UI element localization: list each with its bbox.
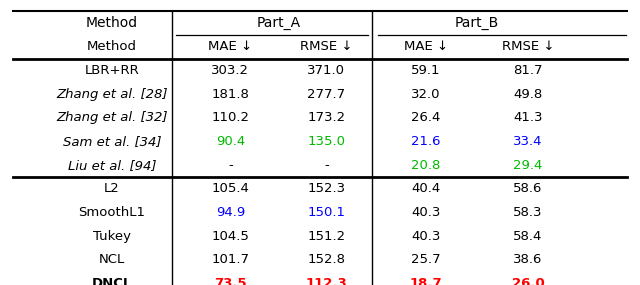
- Text: 303.2: 303.2: [211, 64, 250, 77]
- Text: 26.0: 26.0: [511, 277, 545, 285]
- Text: 29.4: 29.4: [513, 159, 543, 172]
- Text: NCL: NCL: [99, 253, 125, 266]
- Text: 49.8: 49.8: [513, 88, 543, 101]
- Text: Part_B: Part_B: [454, 16, 499, 30]
- Text: 38.6: 38.6: [513, 253, 543, 266]
- Text: Zhang et al. [32]: Zhang et al. [32]: [56, 111, 168, 124]
- Text: Zhang et al. [28]: Zhang et al. [28]: [56, 88, 168, 101]
- Text: -: -: [324, 159, 329, 172]
- Text: 73.5: 73.5: [214, 277, 246, 285]
- Text: Tukey: Tukey: [93, 230, 131, 243]
- Text: 40.3: 40.3: [411, 206, 440, 219]
- Text: 181.8: 181.8: [211, 88, 250, 101]
- Text: Sam et al. [34]: Sam et al. [34]: [63, 135, 161, 148]
- Text: 58.4: 58.4: [513, 230, 543, 243]
- Text: 104.5: 104.5: [211, 230, 250, 243]
- Text: 41.3: 41.3: [513, 111, 543, 124]
- Text: 40.3: 40.3: [411, 230, 440, 243]
- Text: 58.3: 58.3: [513, 206, 543, 219]
- Text: 33.4: 33.4: [513, 135, 543, 148]
- Text: 58.6: 58.6: [513, 182, 543, 195]
- Text: Method: Method: [86, 16, 138, 30]
- Text: 25.7: 25.7: [411, 253, 440, 266]
- Text: 152.8: 152.8: [307, 253, 346, 266]
- Text: 32.0: 32.0: [411, 88, 440, 101]
- Text: 21.6: 21.6: [411, 135, 440, 148]
- Text: 105.4: 105.4: [211, 182, 250, 195]
- Text: 150.1: 150.1: [307, 206, 346, 219]
- Text: 173.2: 173.2: [307, 111, 346, 124]
- Text: 18.7: 18.7: [410, 277, 442, 285]
- Text: 152.3: 152.3: [307, 182, 346, 195]
- Text: 20.8: 20.8: [411, 159, 440, 172]
- Text: DNCL: DNCL: [92, 277, 132, 285]
- Text: 26.4: 26.4: [411, 111, 440, 124]
- Text: Part_A: Part_A: [257, 16, 300, 30]
- Text: 40.4: 40.4: [411, 182, 440, 195]
- Text: RMSE ↓: RMSE ↓: [502, 40, 554, 53]
- Text: MAE ↓: MAE ↓: [209, 40, 252, 53]
- Text: 90.4: 90.4: [216, 135, 245, 148]
- Text: -: -: [228, 159, 233, 172]
- Text: Liu et al. [94]: Liu et al. [94]: [68, 159, 156, 172]
- Text: SmoothL1: SmoothL1: [79, 206, 145, 219]
- Text: 101.7: 101.7: [211, 253, 250, 266]
- Text: 81.7: 81.7: [513, 64, 543, 77]
- Text: 112.3: 112.3: [305, 277, 348, 285]
- Text: 110.2: 110.2: [211, 111, 250, 124]
- Text: RMSE ↓: RMSE ↓: [300, 40, 353, 53]
- Text: 151.2: 151.2: [307, 230, 346, 243]
- Text: 277.7: 277.7: [307, 88, 346, 101]
- Text: L2: L2: [104, 182, 120, 195]
- Text: 135.0: 135.0: [307, 135, 346, 148]
- Text: 94.9: 94.9: [216, 206, 245, 219]
- Text: Method: Method: [87, 40, 137, 53]
- Text: LBR+RR: LBR+RR: [84, 64, 140, 77]
- Text: 371.0: 371.0: [307, 64, 346, 77]
- Text: 59.1: 59.1: [411, 64, 440, 77]
- Text: MAE ↓: MAE ↓: [404, 40, 447, 53]
